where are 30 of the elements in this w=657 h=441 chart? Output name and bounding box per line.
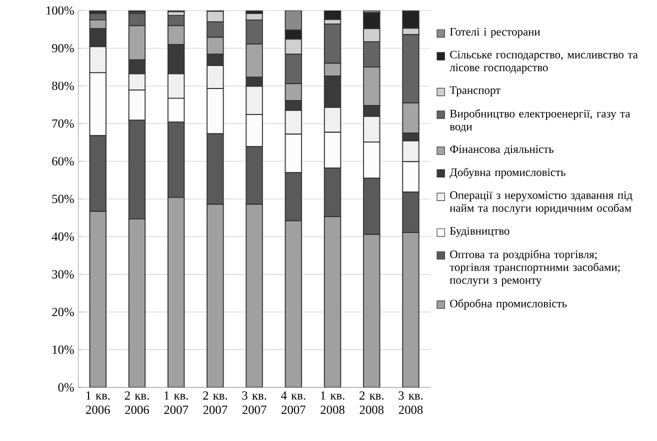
- y-tick-label: 10%: [52, 346, 74, 354]
- y-tick-label: 40%: [52, 232, 74, 241]
- y-tick-label: 60%: [52, 157, 74, 166]
- legend-label: Оптова та роздрібна торгівля; торгівля транспортними засобами; послуги з ремонту: [450, 250, 620, 286]
- x-tick-label: 2 кв. 2006: [124, 391, 150, 414]
- legend-label: Операції з нерухомістю здавання під найм та послуги юридичним особам: [450, 191, 632, 214]
- x-tick-label: 3 кв. 2007: [242, 391, 266, 414]
- y-tick-label: 20%: [52, 308, 74, 316]
- x-tick-label: 2 кв. 2008: [360, 391, 384, 414]
- legend-label: Готелі і ресторани: [450, 28, 540, 38]
- y-tick-label: 50%: [52, 194, 74, 204]
- x-tick-label: 1 кв. 2007: [164, 391, 188, 414]
- legend-label: Будівництво: [450, 227, 510, 238]
- x-tick-label: 1 кв. 2008: [320, 391, 344, 414]
- y-tick-label: 70%: [52, 119, 74, 128]
- x-tick-label: 1 кв. 2006: [86, 391, 110, 414]
- y-tick-label: 100%: [46, 6, 74, 15]
- y-tick-label: 90%: [52, 44, 74, 52]
- y-tick-label: 30%: [52, 270, 74, 279]
- y-tick-label: 80%: [52, 82, 74, 90]
- legend-label: Виробництво електроенергії, газу та води: [450, 109, 630, 132]
- y-tick-label: 0%: [58, 383, 74, 392]
- legend-label: Сільське господарство, мисливство та лісове господарство: [450, 50, 638, 74]
- legend-label: Фінансова діяльність: [450, 145, 554, 156]
- x-tick-label: 4 кв. 2007: [281, 391, 306, 414]
- legend-label: Обробна промисловість: [450, 299, 567, 310]
- x-tick-label: 3 кв. 2008: [398, 391, 423, 414]
- x-tick-label: 2 кв. 2007: [203, 391, 228, 414]
- legend-label: Добувна промисловість: [450, 168, 566, 179]
- legend-label: Транспорт: [450, 86, 500, 96]
